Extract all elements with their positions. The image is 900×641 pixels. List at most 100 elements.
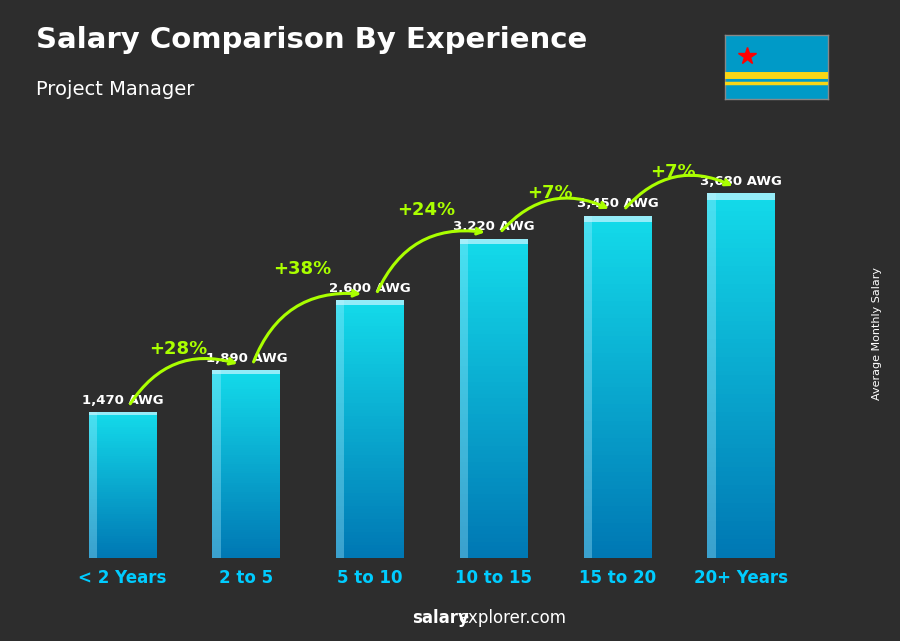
- Bar: [460, 534, 528, 538]
- Bar: [88, 516, 157, 518]
- Bar: [88, 469, 157, 470]
- Bar: [460, 374, 528, 378]
- Bar: [212, 497, 281, 499]
- Bar: [460, 254, 528, 258]
- Bar: [212, 480, 281, 483]
- Bar: [460, 319, 528, 322]
- Bar: [707, 512, 776, 517]
- Bar: [336, 422, 404, 426]
- Bar: [336, 458, 404, 461]
- Bar: [460, 526, 528, 529]
- Bar: [460, 518, 528, 522]
- Bar: [336, 535, 404, 538]
- Bar: [336, 345, 404, 349]
- Bar: [336, 358, 404, 362]
- Bar: [336, 461, 404, 464]
- Bar: [88, 474, 157, 476]
- Bar: [583, 242, 652, 246]
- Text: 3,220 AWG: 3,220 AWG: [453, 221, 535, 233]
- Bar: [707, 444, 776, 448]
- Bar: [583, 455, 652, 460]
- Bar: [336, 303, 404, 306]
- Bar: [583, 220, 652, 224]
- Bar: [707, 221, 776, 225]
- Bar: [583, 485, 652, 489]
- Bar: [583, 515, 652, 519]
- Bar: [707, 275, 776, 279]
- Bar: [460, 538, 528, 542]
- Bar: [336, 480, 404, 483]
- Bar: [460, 366, 528, 370]
- Bar: [460, 442, 528, 446]
- Bar: [707, 279, 776, 284]
- Text: +7%: +7%: [651, 163, 696, 181]
- Bar: [707, 453, 776, 458]
- Bar: [707, 435, 776, 439]
- Bar: [212, 389, 281, 392]
- Bar: [583, 301, 652, 306]
- Bar: [88, 508, 157, 510]
- Bar: [336, 400, 404, 403]
- Bar: [212, 487, 281, 490]
- Bar: [88, 530, 157, 532]
- Bar: [707, 539, 776, 544]
- Bar: [707, 480, 776, 485]
- Bar: [212, 485, 281, 487]
- Bar: [460, 406, 528, 410]
- Bar: [88, 439, 157, 441]
- Bar: [88, 423, 157, 425]
- Bar: [336, 432, 404, 435]
- Bar: [336, 499, 404, 503]
- Bar: [336, 413, 404, 416]
- Bar: [336, 516, 404, 519]
- Bar: [336, 364, 404, 368]
- Bar: [583, 498, 652, 502]
- Bar: [583, 233, 652, 237]
- Bar: [460, 310, 528, 315]
- Bar: [212, 438, 281, 440]
- Bar: [707, 485, 776, 489]
- Bar: [583, 357, 652, 361]
- Bar: [212, 436, 281, 438]
- Bar: [88, 532, 157, 534]
- Bar: [460, 251, 528, 254]
- Bar: [212, 394, 281, 396]
- Bar: [336, 348, 404, 352]
- Bar: [583, 447, 652, 451]
- Bar: [336, 316, 404, 319]
- Bar: [707, 253, 776, 257]
- Bar: [88, 465, 157, 467]
- Bar: [460, 438, 528, 442]
- Bar: [212, 370, 281, 373]
- Bar: [88, 412, 97, 558]
- Bar: [212, 466, 281, 469]
- Bar: [460, 398, 528, 402]
- Bar: [707, 421, 776, 426]
- Text: 3,450 AWG: 3,450 AWG: [577, 197, 659, 210]
- Bar: [212, 429, 281, 431]
- Bar: [707, 430, 776, 435]
- Bar: [336, 519, 404, 522]
- Bar: [583, 442, 652, 447]
- Bar: [212, 443, 281, 445]
- Bar: [336, 490, 404, 494]
- Bar: [707, 357, 776, 362]
- Bar: [460, 278, 528, 283]
- Bar: [336, 442, 404, 445]
- Bar: [460, 426, 528, 430]
- Bar: [212, 537, 281, 539]
- Bar: [707, 467, 776, 471]
- Bar: [460, 382, 528, 387]
- Bar: [707, 389, 776, 394]
- Bar: [583, 395, 652, 399]
- Bar: [583, 297, 652, 301]
- Bar: [88, 452, 157, 454]
- Bar: [88, 441, 157, 443]
- Bar: [212, 544, 281, 546]
- Bar: [88, 437, 157, 439]
- Bar: [336, 477, 404, 480]
- Bar: [212, 553, 281, 555]
- Bar: [212, 459, 281, 462]
- Bar: [336, 403, 404, 406]
- Bar: [88, 479, 157, 481]
